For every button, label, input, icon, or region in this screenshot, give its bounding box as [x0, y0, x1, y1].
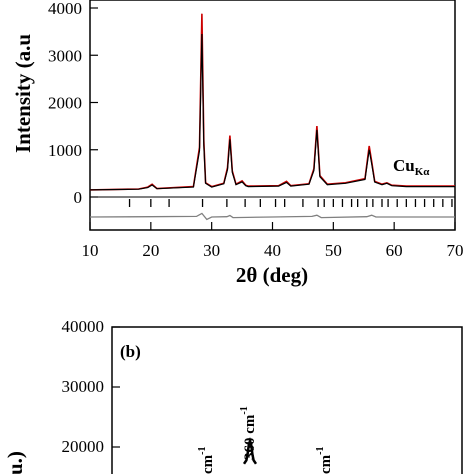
- series-line-1: [89, 33, 455, 191]
- radiation-main: Cu: [393, 156, 415, 175]
- peak-label-left-sup: -1: [197, 447, 208, 455]
- peak-label-left-text: cm: [200, 454, 216, 474]
- peak-label-right-text: cm: [318, 454, 334, 474]
- y-tick-label-a-2: 2000: [48, 94, 82, 113]
- x-axis-ticks-a: 10 20 30 40 50 60 70: [82, 222, 464, 260]
- y-axis-title-b: u.): [3, 451, 27, 474]
- radiation-subscript: Kα: [415, 166, 431, 178]
- x-tick-label-a-2: 30: [203, 241, 220, 260]
- x-tick-label-a-1: 20: [142, 241, 159, 260]
- x-tick-label-a-0: 10: [82, 241, 99, 260]
- y-tick-label-b-1: 30000: [62, 377, 105, 396]
- y-tick-label-a-1: 1000: [48, 141, 82, 160]
- x-axis-title-a: 2θ (deg): [236, 263, 308, 287]
- plot-frame-b: [111, 326, 463, 474]
- peak-label-right-sup: -1: [315, 447, 326, 455]
- peak-label-360-text: 360 cm: [242, 414, 258, 460]
- raman-peak-curve: [242, 437, 258, 465]
- y-axis-ticks-a: 0 1000 2000 3000 4000: [48, 0, 98, 207]
- y-tick-label-a-0: 0: [74, 188, 83, 207]
- panel-label-b: (b): [120, 342, 141, 361]
- series-group-a: [89, 13, 455, 191]
- x-tick-label-a-6: 70: [447, 241, 464, 260]
- peak-label-left: cm-1: [197, 447, 216, 474]
- y-tick-label-a-3: 3000: [48, 46, 82, 65]
- y-tick-label-b-2: 40000: [62, 317, 105, 336]
- x-tick-label-a-5: 60: [386, 241, 403, 260]
- difference-curve: [89, 212, 455, 221]
- peak-label-360-sup: -1: [239, 406, 250, 414]
- panel-a: 0 1000 2000 3000 4000 10 20 30 40 50 60 70 2θ (deg…: [11, 0, 464, 287]
- peak-label-360: 360 cm-1: [239, 406, 258, 460]
- y-tick-label-a-4: 4000: [48, 0, 82, 18]
- x-tick-label-a-4: 50: [325, 241, 342, 260]
- plot-frame-a: [89, 0, 456, 231]
- x-tick-label-a-3: 40: [264, 241, 281, 260]
- radiation-annotation: CuKα: [393, 156, 430, 178]
- peak-label-right: cm-1: [315, 447, 334, 474]
- y-axis-title-a: Intensity (a.u: [11, 34, 35, 153]
- y-tick-label-b-0: 20000: [62, 437, 105, 456]
- bragg-markers: [128, 199, 453, 207]
- y-axis-ticks-b: 20000 30000 40000: [62, 317, 120, 456]
